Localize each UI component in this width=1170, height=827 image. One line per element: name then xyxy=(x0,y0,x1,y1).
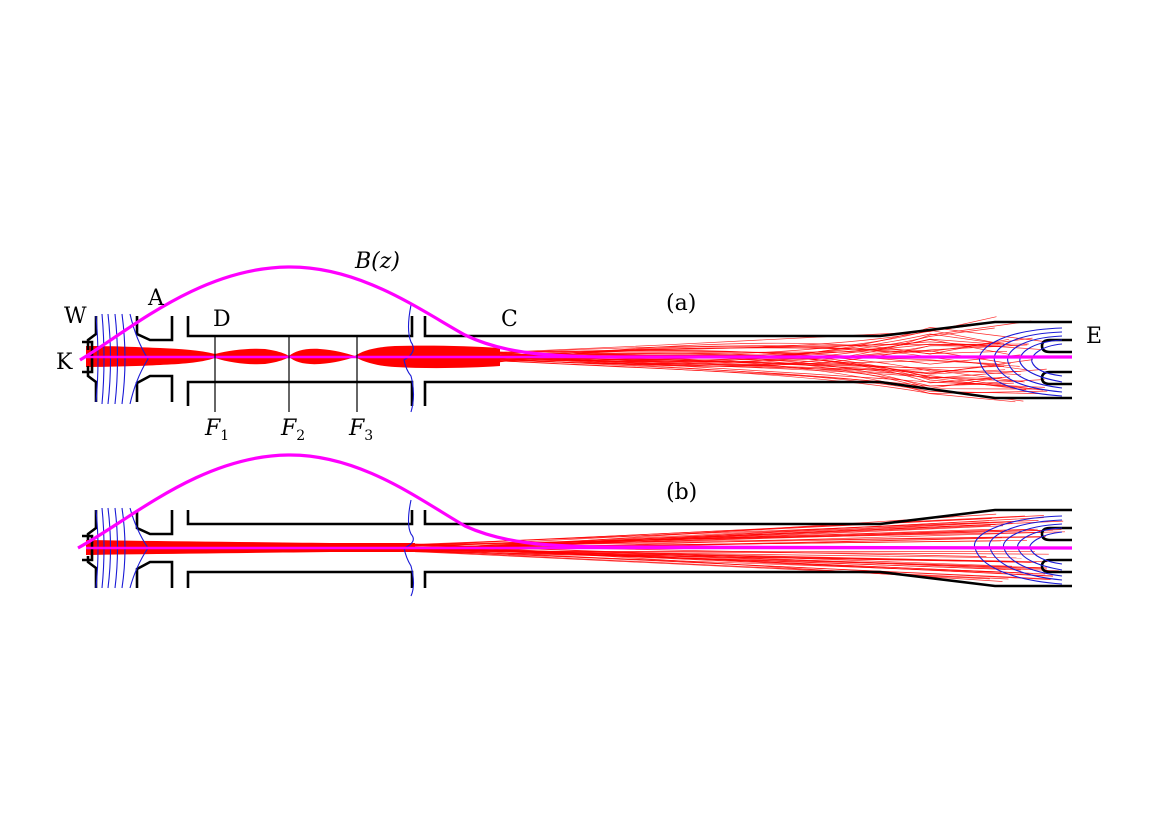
anode-electrode-b xyxy=(135,510,174,588)
panel-b-trajectories xyxy=(414,513,1067,582)
anode-electrode-a xyxy=(135,316,174,402)
label-magnetic-field: B(z) xyxy=(354,249,400,274)
panel-b: (b) xyxy=(77,453,1073,597)
panel-a-trajectories xyxy=(499,316,1048,403)
label-C: C xyxy=(501,307,518,332)
trajectory-ray xyxy=(414,522,990,550)
panel-a: W A K D C E B(z) (a) F1 F2 F3 xyxy=(56,249,1102,444)
label-D: D xyxy=(213,307,231,332)
output-tube-b xyxy=(423,508,1072,588)
label-A: A xyxy=(147,286,165,311)
trajectory-ray xyxy=(499,350,1022,372)
trajectory-ray xyxy=(414,525,991,551)
trajectory-ray xyxy=(499,360,1048,394)
trajectory-ray xyxy=(499,341,1046,357)
magnetic-field-curve-b xyxy=(77,453,1073,550)
magnetic-field-curve-a xyxy=(79,265,1072,362)
drift-tube-a xyxy=(186,316,414,406)
trajectory-ray xyxy=(414,549,1022,559)
panel-b-electrodes xyxy=(82,508,1072,588)
label-panel-a: (a) xyxy=(666,291,696,316)
label-F3: F3 xyxy=(348,416,373,444)
collector-fins-a xyxy=(1040,338,1072,386)
drift-tube-b xyxy=(186,510,414,588)
label-F2: F2 xyxy=(280,416,305,444)
label-panel-b: (b) xyxy=(666,480,697,505)
label-W: W xyxy=(64,304,87,329)
trajectory-ray xyxy=(499,356,1039,394)
trajectory-ray xyxy=(414,546,1053,577)
output-tube-a xyxy=(423,316,1072,406)
panel-a-equipotentials xyxy=(95,304,1063,413)
trajectory-ray xyxy=(499,345,1026,371)
label-K: K xyxy=(56,350,73,375)
label-E: E xyxy=(1086,324,1102,349)
panel-a-electrodes xyxy=(82,316,1072,406)
trajectory-ray xyxy=(499,353,998,365)
trajectory-ray xyxy=(499,358,1044,391)
trajectory-ray xyxy=(499,344,1028,362)
trajectory-ray xyxy=(414,537,1003,548)
label-F1: F1 xyxy=(204,416,229,444)
trajectory-ray xyxy=(499,343,1029,355)
